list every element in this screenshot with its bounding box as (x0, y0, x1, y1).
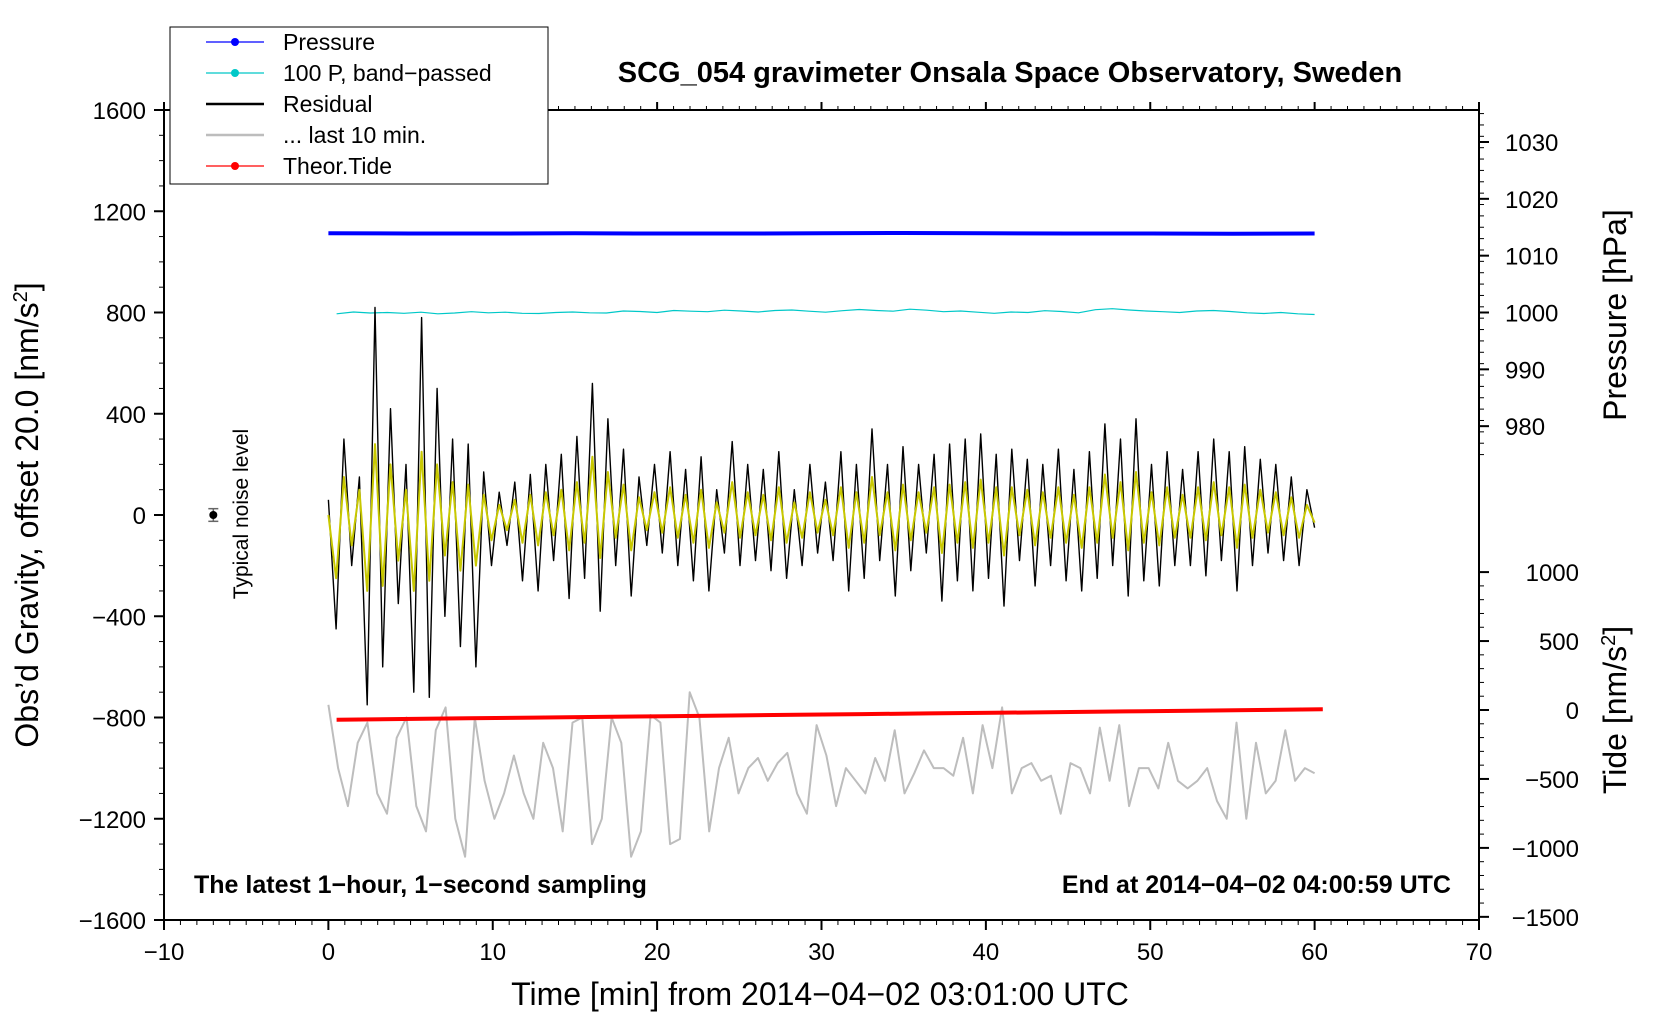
y-tick-label: 800 (106, 301, 146, 328)
y-tick-label: −400 (92, 604, 146, 631)
x-tick-label: 10 (479, 939, 506, 966)
y-axis-title: Obs’d Gravity, offset 20.0 [nm/s2] (9, 282, 45, 747)
tide-axis-title: Tide [nm/s2] (1597, 626, 1633, 794)
legend-label: 100 P, band−passed (283, 60, 492, 86)
legend-label: ... last 10 min. (283, 122, 426, 148)
tide-tick-label: −1000 (1512, 836, 1579, 863)
x-tick-label: 40 (973, 939, 1000, 966)
legend-swatch-marker (231, 38, 239, 46)
tide-tick-label: 0 (1566, 698, 1579, 725)
tide-tick-label: 1000 (1526, 560, 1579, 587)
y-tick-label: 400 (106, 402, 146, 429)
series-line-last-10-min (327, 691, 1316, 858)
chart-title: SCG_054 gravimeter Onsala Space Observat… (618, 57, 1402, 89)
x-tick-label: 60 (1301, 939, 1328, 966)
tide-axis-title-end: ] (1597, 626, 1633, 635)
series-line-100-p-band-passed (336, 308, 1315, 316)
x-tick-label: 30 (808, 939, 835, 966)
legend-swatch-marker (231, 69, 239, 77)
y-tick-label: −800 (92, 706, 146, 733)
legend-label: Theor.Tide (283, 153, 392, 179)
y-tick-label: −1600 (79, 908, 146, 935)
legend-box (169, 26, 549, 185)
series-line-residual-band-passed (327, 443, 1316, 592)
series-line-pressure (328, 231, 1315, 236)
pressure-tick-label: 1010 (1505, 244, 1558, 271)
y-tick-label: 1200 (93, 199, 146, 226)
noise-level-label: Typical noise level (230, 429, 253, 599)
tide-axis-title-text: Tide [nm/s (1597, 646, 1633, 794)
series-line-theor-tide (336, 707, 1323, 722)
x-tick-label: 70 (1466, 939, 1493, 966)
tide-tick-label: −500 (1525, 767, 1579, 794)
x-axis-title: Time [min] from 2014−04−02 03:01:00 UTC (511, 976, 1129, 1012)
legend: Pressure 100 P, band−passed Residual ... la… (169, 26, 549, 185)
pressure-tick-label: 1000 (1505, 301, 1558, 328)
legend-label: Residual (283, 91, 373, 117)
legend-swatch-marker (231, 162, 239, 170)
legend-items: Pressure 100 P, band−passed Residual ... la… (206, 29, 492, 179)
legend-label: Pressure (283, 29, 375, 55)
tide-axis-title-sup: 2 (1598, 635, 1620, 646)
x-tick-label: 50 (1137, 939, 1164, 966)
noise-level-marker (208, 507, 219, 523)
tide-tick-label: 500 (1539, 629, 1579, 656)
sampling-annotation: The latest 1−hour, 1−second sampling (194, 871, 647, 899)
x-tick-label: 0 (322, 939, 335, 966)
x-tick-label: 20 (644, 939, 671, 966)
x-tick-label: −10 (144, 939, 185, 966)
y-axis-title-end: ] (9, 282, 45, 291)
pressure-tick-label: 1020 (1505, 187, 1558, 214)
tide-tick-label: −1500 (1512, 905, 1579, 932)
y-tick-label: 1600 (93, 98, 146, 125)
series-layer (327, 231, 1323, 858)
noise-point-dot (209, 511, 218, 519)
y-axis-title-sup: 2 (10, 291, 32, 302)
end-time-annotation: End at 2014−04−02 04:00:59 UTC (1062, 871, 1451, 899)
pressure-axis-title: Pressure [hPa] (1597, 209, 1633, 421)
y-tick-label: −1200 (79, 807, 146, 834)
pressure-tick-label: 1030 (1505, 130, 1558, 157)
pressure-tick-label: 990 (1505, 357, 1545, 384)
pressure-tick-label: 980 (1505, 414, 1545, 441)
y-axis-title-text: Obs’d Gravity, offset 20.0 [nm/s (9, 302, 45, 747)
ticks-layer: −10 0 10 20 30 40 50 60 70−1600−1200−800−4000400… (79, 98, 1579, 966)
y-tick-label: 0 (133, 503, 146, 530)
